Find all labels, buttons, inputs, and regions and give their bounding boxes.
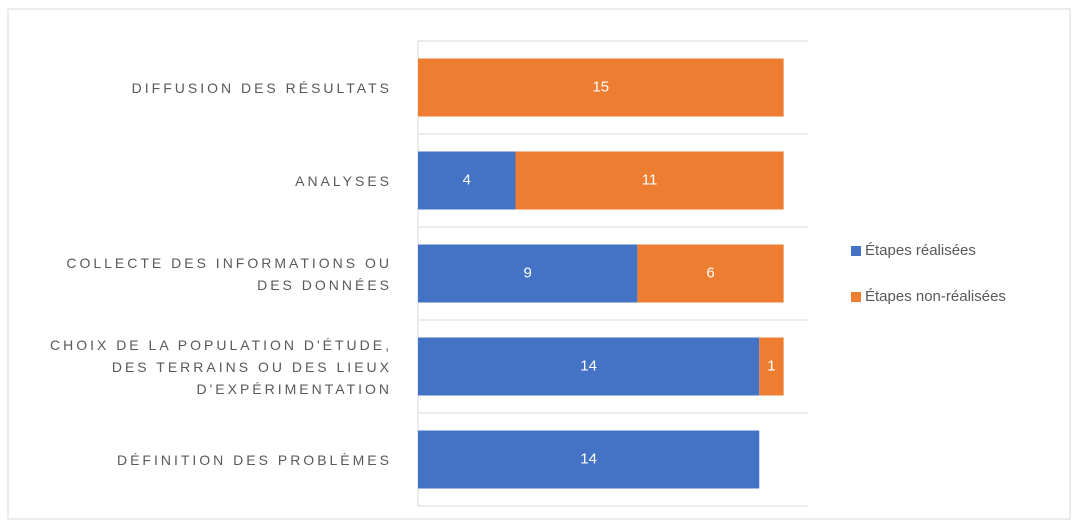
bar-segment [418,430,760,489]
data-label: 11 [642,171,658,188]
y-tick-label: CHOIX DE LA POPULATION D'ÉTUDE, DES TERR… [49,336,392,397]
bar-segment [759,337,784,396]
legend-label: Étapes réalisées [865,242,976,259]
data-label: 14 [580,357,597,374]
bar-segment [418,58,784,117]
bar-segment [515,151,784,210]
chart-border [7,8,1071,520]
data-label: 4 [463,171,471,188]
data-label: 9 [524,264,532,281]
y-tick-label: ANALYSES [295,172,392,189]
bar-segment [418,244,638,303]
legend-swatch [851,292,861,302]
y-tick-label: DÉFINITION DES PROBLÈMES [116,451,392,468]
data-label: 15 [592,78,609,95]
y-tick-label: DIFFUSION DES RÉSULTATS [131,79,392,96]
legend-swatch [851,246,861,256]
legend-label: Étapes non-réalisées [865,288,1006,305]
bar-segment [418,337,760,396]
data-label: 14 [580,450,597,467]
y-tick-label: COLLECTE DES INFORMATIONS OU DES DONNÉES [66,254,392,293]
data-label: 6 [706,264,714,281]
data-label: 1 [767,357,775,374]
bar-segment [418,151,516,210]
bar-segment [637,244,784,303]
